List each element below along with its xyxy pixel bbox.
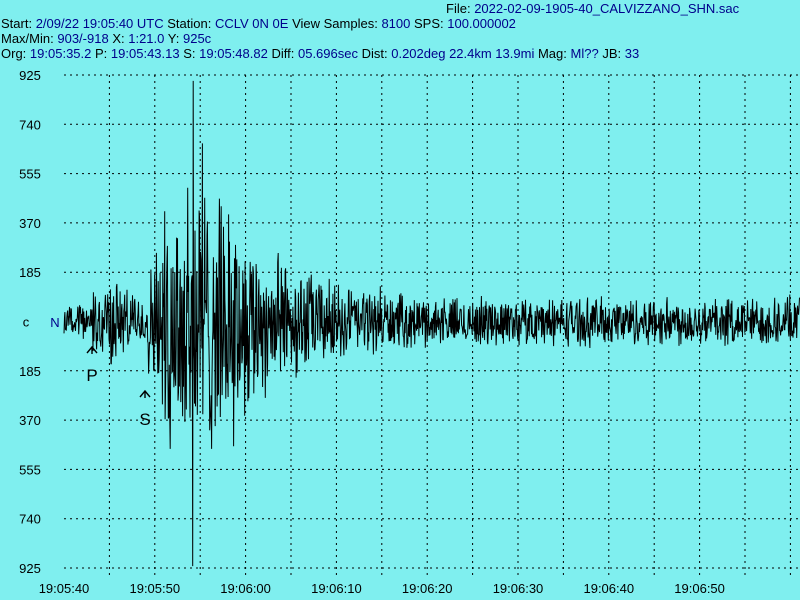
view-samples-value: 8100 [381,16,411,31]
p-label: P: [95,46,108,61]
dist-label: Dist: [361,46,388,61]
dist-value: 0.202deg 22.4km 13.9mi [391,46,535,61]
origin-info-line: Org: 19:05:35.2 P: 19:05:43.13 S: 19:05:… [1,46,639,61]
s-value: 19:05:48.82 [199,46,268,61]
mag-value: Ml?? [570,46,599,61]
y-tick-label: 555 [19,167,41,182]
maxmin-info-line: Max/Min: 903/-918 X: 1:21.0 Y: 925c [1,31,211,46]
s-label: S: [183,46,196,61]
x-tick-label: 19:06:20 [402,581,453,596]
waveform-trace [63,80,800,567]
y-tick-label: 185 [19,364,41,379]
channel-label: N [50,315,59,330]
station-value: CCLV 0N 0E [214,16,289,31]
pick-label: P [86,366,97,385]
start-value: 2/09/22 19:05:40 UTC [35,16,164,31]
x-tick-label: 19:06:50 [674,581,725,596]
file-label: File: [446,1,471,16]
x-tick-label: 19:06:30 [493,581,544,596]
x-axis-labels: 19:05:40 19:05:50 19:06:00 19:06:10 19:06:20… [39,581,725,596]
file-info: File: 2022-02-09-1905-40_CALVIZZANO_SHN.… [446,1,739,16]
diff-label: Diff: [271,46,295,61]
y-tick-label: 740 [19,512,41,527]
pick-label: S [139,410,150,429]
sps-value: 100.000002 [447,16,516,31]
start-label: Start: [1,16,33,31]
jb-value: 33 [624,46,640,61]
maxmin-value: 903/-918 [57,31,109,46]
waveform-line [63,80,800,567]
x-tick-label: 19:06:00 [220,581,271,596]
pick-arrow-head [86,345,98,354]
org-label: Org: [1,46,27,61]
y-tick-label: 185 [19,265,41,280]
y-tick-label: c [23,315,30,330]
org-value: 19:05:35.2 [29,46,92,61]
x-scale-label: X: [112,31,125,46]
x-scale-value: 1:21.0 [128,31,165,46]
y-tick-label: 925 [19,561,41,576]
y-tick-label: 370 [19,413,41,428]
y-axis-labels: 925 740 555 370 185 c 185 370 555 740 925 [19,68,41,576]
start-info-line: Start: 2/09/22 19:05:40 UTC Station: CCL… [1,16,516,31]
x-tick-label: 19:06:10 [311,581,362,596]
p-value: 19:05:43.13 [110,46,180,61]
y-scale-label: Y: [167,31,180,46]
x-tick-label: 19:05:40 [39,581,90,596]
y-tick-label: 740 [19,117,41,132]
mag-label: Mag: [537,46,567,61]
file-name: 2022-02-09-1905-40_CALVIZZANO_SHN.sac [474,1,740,16]
y-scale-value: 925c [182,31,212,46]
station-label: Station: [167,16,212,31]
view-samples-label: View Samples: [292,16,378,31]
grid [64,74,800,576]
diff-value: 05.696sec [297,46,358,61]
x-tick-label: 19:05:50 [129,581,180,596]
jb-label: JB: [602,46,622,61]
maxmin-label: Max/Min: [1,31,54,46]
pick-arrow-head [139,389,151,398]
y-tick-label: 370 [19,216,41,231]
x-tick-label: 19:06:40 [583,581,634,596]
y-tick-label: 925 [19,68,41,83]
sps-label: SPS: [413,16,444,31]
phase-picks: PS [86,345,151,429]
y-tick-label: 555 [19,462,41,477]
